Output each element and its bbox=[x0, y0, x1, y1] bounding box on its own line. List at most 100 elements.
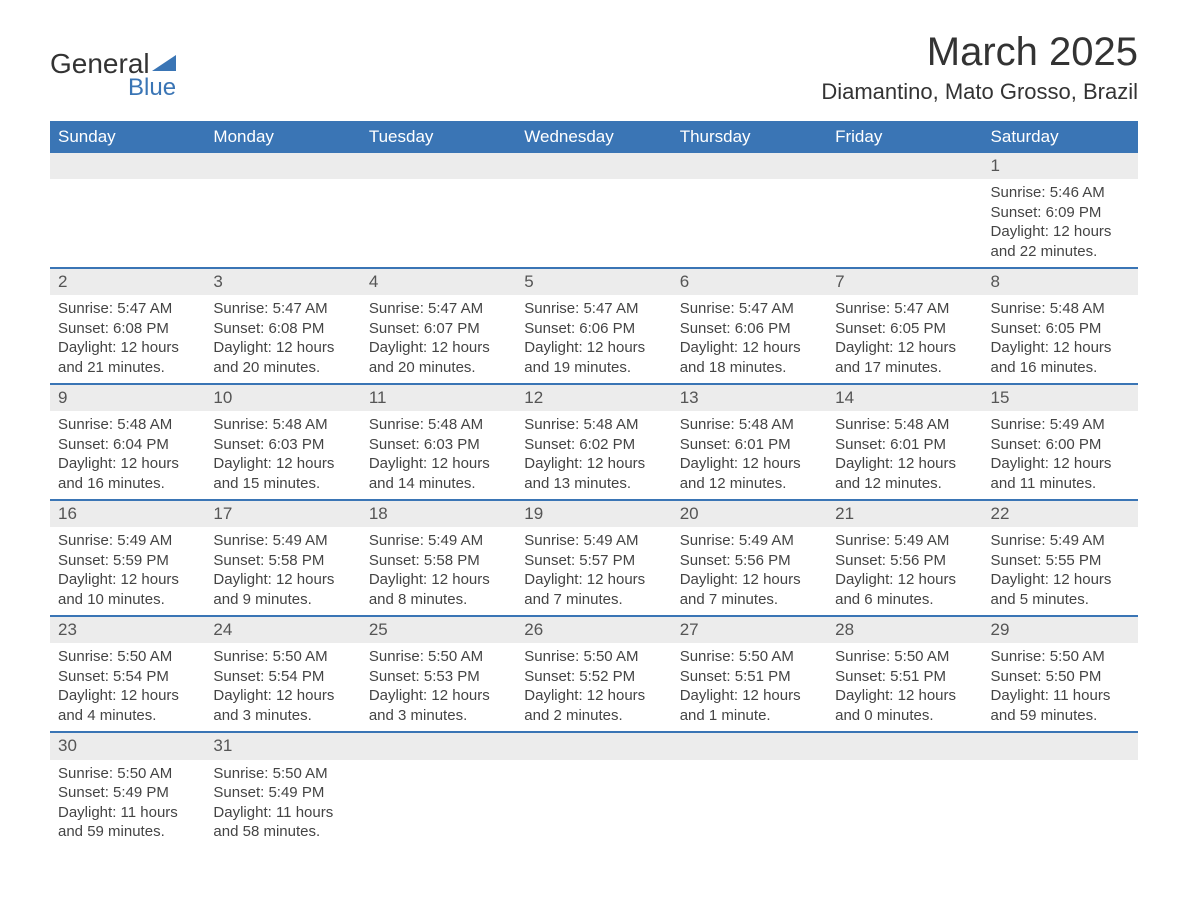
day-content-row: Sunrise: 5:46 AMSunset: 6:09 PMDaylight:… bbox=[50, 179, 1138, 268]
day-number-cell bbox=[516, 153, 671, 179]
day-content-cell: Sunrise: 5:49 AMSunset: 5:59 PMDaylight:… bbox=[50, 527, 205, 616]
daylight-text: Daylight: 12 hours and 6 minutes. bbox=[835, 570, 974, 609]
day-content-cell bbox=[361, 760, 516, 848]
day-content-row: Sunrise: 5:50 AMSunset: 5:49 PMDaylight:… bbox=[50, 760, 1138, 848]
sunset-text: Sunset: 5:52 PM bbox=[524, 667, 663, 687]
daylight-text: Daylight: 12 hours and 10 minutes. bbox=[58, 570, 197, 609]
sunset-text: Sunset: 5:58 PM bbox=[213, 551, 352, 571]
sunset-text: Sunset: 5:50 PM bbox=[991, 667, 1130, 687]
sunrise-text: Sunrise: 5:49 AM bbox=[524, 531, 663, 551]
day-number-cell: 30 bbox=[50, 732, 205, 759]
daylight-text: Daylight: 11 hours and 59 minutes. bbox=[991, 686, 1130, 725]
daylight-text: Daylight: 12 hours and 22 minutes. bbox=[991, 222, 1130, 261]
daylight-text: Daylight: 12 hours and 14 minutes. bbox=[369, 454, 508, 493]
day-content-cell: Sunrise: 5:50 AMSunset: 5:51 PMDaylight:… bbox=[672, 643, 827, 732]
day-number-cell: 27 bbox=[672, 616, 827, 643]
sunset-text: Sunset: 6:08 PM bbox=[58, 319, 197, 339]
daylight-text: Daylight: 12 hours and 0 minutes. bbox=[835, 686, 974, 725]
daylight-text: Daylight: 12 hours and 12 minutes. bbox=[680, 454, 819, 493]
sunrise-text: Sunrise: 5:50 AM bbox=[991, 647, 1130, 667]
sunset-text: Sunset: 5:51 PM bbox=[835, 667, 974, 687]
day-content-row: Sunrise: 5:47 AMSunset: 6:08 PMDaylight:… bbox=[50, 295, 1138, 384]
sunset-text: Sunset: 5:51 PM bbox=[680, 667, 819, 687]
day-number-cell: 1 bbox=[983, 153, 1138, 179]
day-number-cell: 11 bbox=[361, 384, 516, 411]
calendar-table: Sunday Monday Tuesday Wednesday Thursday… bbox=[50, 121, 1138, 848]
sunrise-text: Sunrise: 5:48 AM bbox=[680, 415, 819, 435]
daylight-text: Daylight: 12 hours and 12 minutes. bbox=[835, 454, 974, 493]
day-number-cell: 26 bbox=[516, 616, 671, 643]
sunrise-text: Sunrise: 5:49 AM bbox=[991, 415, 1130, 435]
day-number-cell: 15 bbox=[983, 384, 1138, 411]
daylight-text: Daylight: 12 hours and 19 minutes. bbox=[524, 338, 663, 377]
sunset-text: Sunset: 5:49 PM bbox=[213, 783, 352, 803]
day-content-cell: Sunrise: 5:49 AMSunset: 5:57 PMDaylight:… bbox=[516, 527, 671, 616]
daylight-text: Daylight: 12 hours and 11 minutes. bbox=[991, 454, 1130, 493]
day-content-cell: Sunrise: 5:48 AMSunset: 6:03 PMDaylight:… bbox=[205, 411, 360, 500]
sunset-text: Sunset: 6:05 PM bbox=[991, 319, 1130, 339]
sunset-text: Sunset: 6:01 PM bbox=[680, 435, 819, 455]
sunset-text: Sunset: 5:54 PM bbox=[58, 667, 197, 687]
day-content-cell: Sunrise: 5:46 AMSunset: 6:09 PMDaylight:… bbox=[983, 179, 1138, 268]
day-content-row: Sunrise: 5:49 AMSunset: 5:59 PMDaylight:… bbox=[50, 527, 1138, 616]
day-number-row: 9101112131415 bbox=[50, 384, 1138, 411]
sunrise-text: Sunrise: 5:48 AM bbox=[369, 415, 508, 435]
daylight-text: Daylight: 12 hours and 9 minutes. bbox=[213, 570, 352, 609]
sunset-text: Sunset: 6:06 PM bbox=[680, 319, 819, 339]
title-location: Diamantino, Mato Grosso, Brazil bbox=[821, 79, 1138, 105]
day-content-cell: Sunrise: 5:47 AMSunset: 6:06 PMDaylight:… bbox=[672, 295, 827, 384]
sunset-text: Sunset: 6:08 PM bbox=[213, 319, 352, 339]
daylight-text: Daylight: 12 hours and 20 minutes. bbox=[213, 338, 352, 377]
sunset-text: Sunset: 5:53 PM bbox=[369, 667, 508, 687]
day-content-cell: Sunrise: 5:49 AMSunset: 5:58 PMDaylight:… bbox=[205, 527, 360, 616]
daylight-text: Daylight: 12 hours and 1 minute. bbox=[680, 686, 819, 725]
daylight-text: Daylight: 12 hours and 15 minutes. bbox=[213, 454, 352, 493]
day-content-cell: Sunrise: 5:49 AMSunset: 6:00 PMDaylight:… bbox=[983, 411, 1138, 500]
day-number-row: 16171819202122 bbox=[50, 500, 1138, 527]
sunset-text: Sunset: 6:05 PM bbox=[835, 319, 974, 339]
sunrise-text: Sunrise: 5:46 AM bbox=[991, 183, 1130, 203]
day-content-cell: Sunrise: 5:50 AMSunset: 5:50 PMDaylight:… bbox=[983, 643, 1138, 732]
day-number-cell: 4 bbox=[361, 268, 516, 295]
day-number-cell: 21 bbox=[827, 500, 982, 527]
weekday-header: Monday bbox=[205, 121, 360, 153]
day-content-cell bbox=[672, 760, 827, 848]
sunrise-text: Sunrise: 5:48 AM bbox=[524, 415, 663, 435]
day-number-cell: 23 bbox=[50, 616, 205, 643]
day-number-cell bbox=[516, 732, 671, 759]
day-content-cell bbox=[827, 760, 982, 848]
day-content-cell: Sunrise: 5:47 AMSunset: 6:06 PMDaylight:… bbox=[516, 295, 671, 384]
day-content-cell: Sunrise: 5:48 AMSunset: 6:02 PMDaylight:… bbox=[516, 411, 671, 500]
sunrise-text: Sunrise: 5:47 AM bbox=[680, 299, 819, 319]
day-content-cell: Sunrise: 5:49 AMSunset: 5:56 PMDaylight:… bbox=[672, 527, 827, 616]
sunset-text: Sunset: 5:59 PM bbox=[58, 551, 197, 571]
day-content-cell: Sunrise: 5:48 AMSunset: 6:01 PMDaylight:… bbox=[672, 411, 827, 500]
day-number-cell: 10 bbox=[205, 384, 360, 411]
sunrise-text: Sunrise: 5:48 AM bbox=[835, 415, 974, 435]
sunrise-text: Sunrise: 5:47 AM bbox=[369, 299, 508, 319]
day-content-cell: Sunrise: 5:50 AMSunset: 5:54 PMDaylight:… bbox=[50, 643, 205, 732]
sunset-text: Sunset: 5:55 PM bbox=[991, 551, 1130, 571]
day-number-cell: 22 bbox=[983, 500, 1138, 527]
day-number-cell: 19 bbox=[516, 500, 671, 527]
sunrise-text: Sunrise: 5:49 AM bbox=[680, 531, 819, 551]
day-content-cell bbox=[516, 179, 671, 268]
day-number-cell: 6 bbox=[672, 268, 827, 295]
day-content-cell: Sunrise: 5:49 AMSunset: 5:56 PMDaylight:… bbox=[827, 527, 982, 616]
logo-word2: Blue bbox=[128, 74, 176, 102]
day-content-cell bbox=[361, 179, 516, 268]
daylight-text: Daylight: 11 hours and 58 minutes. bbox=[213, 803, 352, 842]
day-number-row: 3031 bbox=[50, 732, 1138, 759]
daylight-text: Daylight: 11 hours and 59 minutes. bbox=[58, 803, 197, 842]
sunrise-text: Sunrise: 5:50 AM bbox=[369, 647, 508, 667]
day-content-row: Sunrise: 5:50 AM Sunset: 5:54 PM Daylight:… bbox=[50, 643, 1138, 732]
day-number-cell: 7 bbox=[827, 268, 982, 295]
sunset-text: Sunset: 5:57 PM bbox=[524, 551, 663, 571]
day-number-cell: 29 bbox=[983, 616, 1138, 643]
day-number-cell bbox=[50, 153, 205, 179]
sunrise-text: Sunrise: 5:50 AM bbox=[213, 764, 352, 784]
sunset-text: Sunset: 6:03 PM bbox=[213, 435, 352, 455]
sunset-text: Sunset: 6:06 PM bbox=[524, 319, 663, 339]
day-number-cell: 25 bbox=[361, 616, 516, 643]
day-content-cell: Sunrise: 5:50 AMSunset: 5:53 PMDaylight:… bbox=[361, 643, 516, 732]
